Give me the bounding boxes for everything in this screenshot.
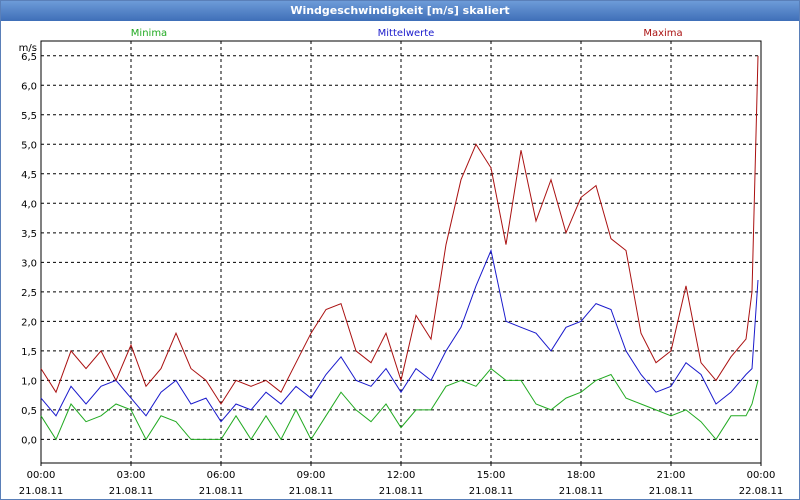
y-tick-label: 1,5: [21, 347, 37, 358]
x-tick-time-label: 00:00: [27, 470, 56, 481]
x-tick-date-label: 21.08.11: [469, 486, 514, 497]
x-tick-time-label: 15:00: [477, 470, 506, 481]
y-tick-label: 5,0: [21, 140, 37, 151]
x-tick-date-label: 21.08.11: [559, 486, 604, 497]
x-tick-time-label: 06:00: [207, 470, 236, 481]
x-tick-time-label: 21:00: [657, 470, 686, 481]
x-tick-time-label: 00:00: [747, 470, 776, 481]
y-tick-label: 5,5: [21, 111, 37, 122]
y-tick-label: 3,0: [21, 258, 37, 269]
y-tick-label: 1,0: [21, 376, 37, 387]
x-tick-date-label: 21.08.11: [379, 486, 424, 497]
x-tick-date-label: 21.08.11: [19, 486, 64, 497]
y-tick-label: 0,5: [21, 406, 37, 417]
legend-entry-minima: Minima: [131, 28, 167, 39]
y-tick-label: 3,5: [21, 229, 37, 240]
y-tick-label: 2,0: [21, 317, 37, 328]
series-line-minima: [40, 367, 759, 441]
window-title: Windgeschwindigkeit [m/s] skaliert: [1, 1, 799, 21]
x-tick-date-label: 22.08.11: [739, 486, 784, 497]
y-tick-label: 4,5: [21, 170, 37, 181]
series-line-mittelwerte: [40, 248, 759, 423]
x-tick-time-label: 12:00: [387, 470, 416, 481]
x-tick-date-label: 21.08.11: [649, 486, 694, 497]
y-tick-label: 2,5: [21, 288, 37, 299]
legend-entry-mittelwerte: Mittelwerte: [378, 28, 435, 39]
legend-entry-maxima: Maxima: [643, 28, 682, 39]
y-tick-label: 0,0: [21, 435, 37, 446]
series-line-maxima: [40, 55, 759, 405]
x-tick-date-label: 21.08.11: [109, 486, 154, 497]
x-tick-time-label: 09:00: [297, 470, 326, 481]
x-tick-date-label: 21.08.11: [199, 486, 244, 497]
y-tick-label: 6,0: [21, 81, 37, 92]
y-tick-label: 4,0: [21, 199, 37, 210]
y-tick-label: 6,5: [21, 52, 37, 63]
x-tick-date-label: 21.08.11: [289, 486, 334, 497]
x-tick-time-label: 03:00: [117, 470, 146, 481]
x-tick-time-label: 18:00: [567, 470, 596, 481]
y-axis-label: m/s: [19, 43, 37, 54]
